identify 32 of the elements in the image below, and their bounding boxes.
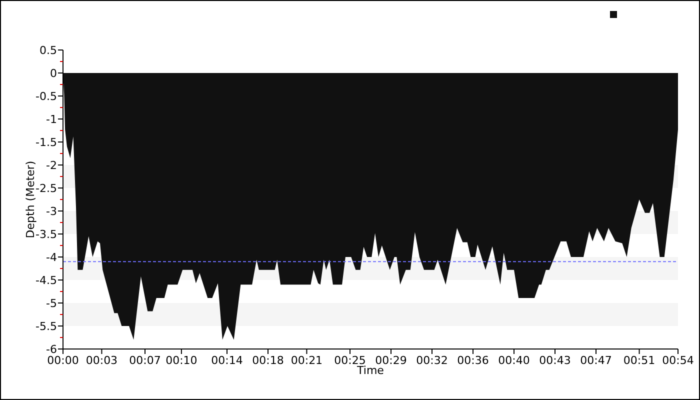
x-tick-label: 00:43: [539, 354, 571, 367]
x-tick-label: 00:03: [86, 354, 118, 367]
y-tick-label: -4.5: [36, 274, 57, 287]
x-tick-label: 00:40: [498, 354, 530, 367]
y-tick-label: -0.5: [36, 90, 57, 103]
y-tick-label: 0: [50, 66, 57, 80]
y-tick-label: 0.5: [40, 44, 57, 57]
y-tick-label: -5.5: [36, 320, 57, 333]
x-tick-label: 00:07: [129, 354, 161, 367]
x-tick-label: 00:25: [334, 354, 366, 367]
x-tick-label: 00:00: [47, 354, 79, 367]
y-tick-label: -2: [46, 158, 57, 172]
x-tick-label: 00:54: [662, 354, 694, 367]
y-tick-label: -6: [46, 342, 57, 356]
y-tick-label: -5: [46, 296, 57, 310]
x-axis-title: Time: [356, 364, 384, 377]
x-tick-label: 00:10: [166, 354, 198, 367]
y-tick-label: -4: [46, 250, 57, 264]
y-tick-label: -2.5: [36, 182, 57, 195]
x-tick-label: 00:36: [457, 354, 489, 367]
y-tick-label: -1.5: [36, 136, 57, 149]
y-tick-label: -3: [46, 204, 57, 218]
x-tick-label: 00:47: [580, 354, 612, 367]
y-tick-label: -1: [46, 112, 57, 126]
x-tick-label: 00:51: [623, 354, 656, 367]
x-tick-label: 00:32: [416, 354, 448, 367]
x-tick-label: 00:29: [375, 354, 407, 367]
x-tick-label: 00:21: [290, 354, 323, 367]
x-tick-label: 00:18: [252, 354, 284, 367]
y-tick-label: -3.5: [36, 228, 57, 241]
y-axis-title: Depth (Meter): [24, 160, 37, 238]
x-tick-label: 00:14: [211, 354, 243, 367]
